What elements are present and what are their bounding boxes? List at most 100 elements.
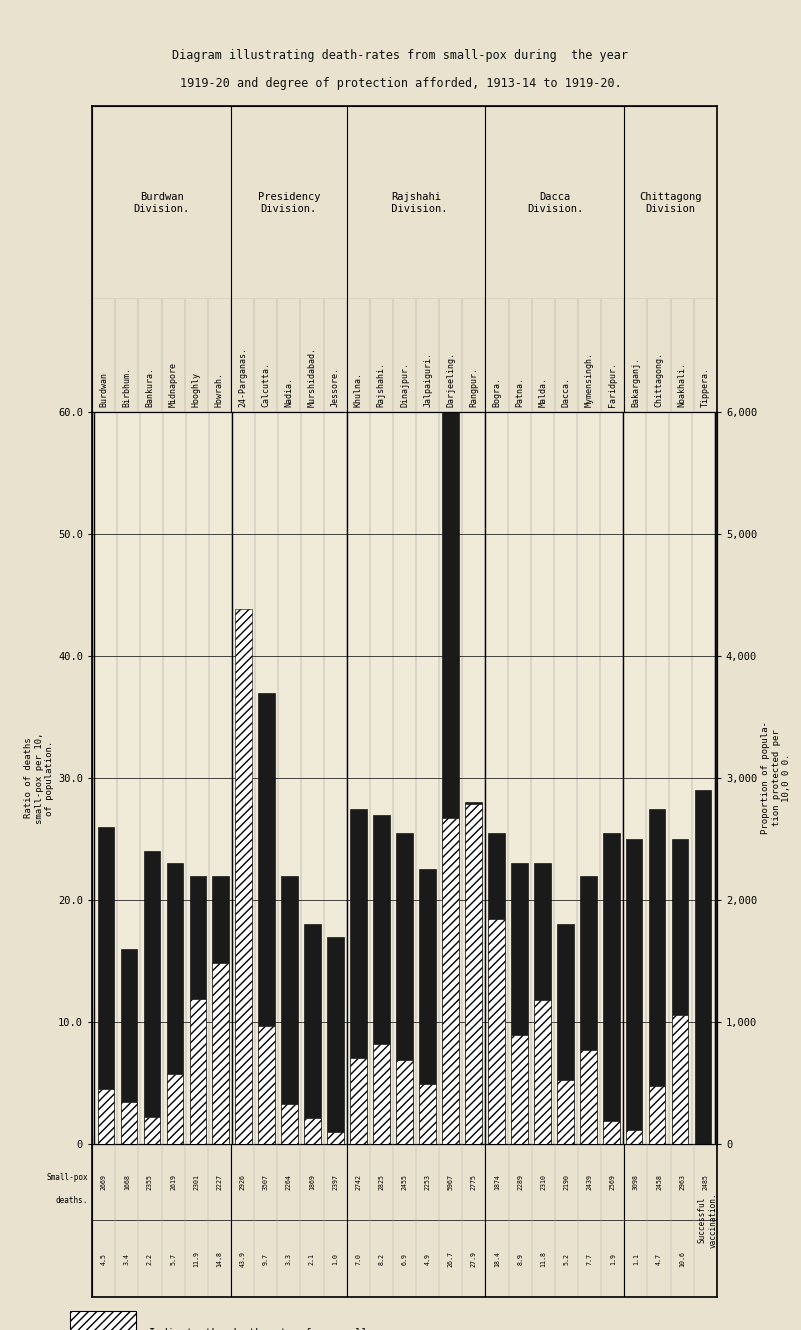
Text: Dacca.: Dacca.	[562, 376, 571, 407]
Text: Dinajpur.: Dinajpur.	[400, 362, 409, 407]
Text: Jalpaiguri.: Jalpaiguri.	[423, 351, 433, 407]
Bar	[304, 924, 321, 1144]
Bar	[626, 1130, 642, 1144]
Text: Hooghly: Hooghly	[191, 371, 201, 407]
Bar	[442, 412, 459, 1144]
Text: 7.7: 7.7	[586, 1253, 593, 1265]
Text: 5.7: 5.7	[170, 1253, 176, 1265]
Bar	[511, 1035, 528, 1144]
Text: Bakarganj.: Bakarganj.	[631, 356, 641, 407]
Bar	[488, 833, 505, 1144]
Text: Patna.: Patna.	[516, 376, 525, 407]
Text: 2264: 2264	[286, 1174, 292, 1190]
Text: 1.0: 1.0	[332, 1253, 338, 1265]
Text: Chittagong
Division: Chittagong Division	[639, 192, 702, 214]
Bar	[396, 833, 413, 1144]
Text: Darjeeling.: Darjeeling.	[446, 351, 455, 407]
Text: Rajshahi.: Rajshahi.	[376, 362, 386, 407]
Text: Midnapore: Midnapore	[168, 362, 178, 407]
Bar	[235, 609, 252, 1144]
Text: Khulna.: Khulna.	[354, 371, 363, 407]
Text: 2458: 2458	[656, 1174, 662, 1190]
Bar	[190, 875, 206, 1144]
Text: 5.2: 5.2	[563, 1253, 570, 1265]
Text: Rangpur.: Rangpur.	[469, 367, 478, 407]
Bar	[350, 1059, 367, 1144]
Bar	[465, 803, 481, 1144]
Text: 3.3: 3.3	[286, 1253, 292, 1265]
Bar	[580, 875, 597, 1144]
Bar	[649, 809, 666, 1144]
Text: 2619: 2619	[170, 1174, 176, 1190]
Text: 2310: 2310	[541, 1174, 546, 1190]
Bar	[672, 1015, 688, 1144]
Text: Murshidabad.: Murshidabad.	[308, 347, 316, 407]
Bar	[304, 1119, 321, 1144]
Bar	[167, 863, 183, 1144]
Text: Calcutta.: Calcutta.	[261, 362, 270, 407]
Text: 2190: 2190	[563, 1174, 570, 1190]
Bar	[98, 827, 115, 1144]
Bar	[328, 1132, 344, 1144]
Bar	[98, 1089, 115, 1144]
Text: Jessore.: Jessore.	[331, 367, 340, 407]
Bar	[281, 875, 298, 1144]
Bar	[373, 1044, 390, 1144]
Text: deaths.: deaths.	[56, 1196, 88, 1205]
Text: Faridpur.: Faridpur.	[608, 362, 618, 407]
Text: 2.2: 2.2	[147, 1253, 153, 1265]
Text: 1919-20 and degree of protection afforded, 1913-14 to 1919-20.: 1919-20 and degree of protection afforde…	[179, 77, 622, 90]
Text: Rajshahi
 Division.: Rajshahi Division.	[384, 192, 447, 214]
Bar	[580, 1049, 597, 1144]
Text: 4.7: 4.7	[656, 1253, 662, 1265]
Bar	[603, 1121, 619, 1144]
Text: 1.1: 1.1	[633, 1253, 639, 1265]
Text: Howrah.: Howrah.	[215, 371, 224, 407]
Bar	[419, 1084, 436, 1144]
Text: 2485: 2485	[702, 1174, 708, 1190]
Text: Burdwan: Burdwan	[99, 371, 108, 407]
Text: Tippera.: Tippera.	[701, 367, 710, 407]
Text: Successful
vaccination.: Successful vaccination.	[698, 1193, 718, 1248]
Text: Presidency
Division.: Presidency Division.	[258, 192, 320, 214]
Bar	[212, 963, 229, 1144]
Text: 2397: 2397	[332, 1174, 338, 1190]
Text: 2825: 2825	[378, 1174, 384, 1190]
Bar	[350, 809, 367, 1144]
Text: Birbhum.: Birbhum.	[123, 367, 131, 407]
Text: Indicate the death-rates from small-pox.: Indicate the death-rates from small-pox.	[149, 1327, 399, 1330]
Bar	[373, 814, 390, 1144]
Text: 1.9: 1.9	[610, 1253, 616, 1265]
Text: Malda.: Malda.	[539, 376, 548, 407]
Y-axis label: Ratio of deaths
small-pox per 10,
of population.: Ratio of deaths small-pox per 10, of pop…	[24, 733, 54, 823]
Bar	[396, 1060, 413, 1144]
Bar	[419, 870, 436, 1144]
Text: 11.9: 11.9	[193, 1250, 199, 1266]
Text: Diagram illustrating death-rates from small-pox during  the year: Diagram illustrating death-rates from sm…	[172, 49, 629, 63]
Text: 11.8: 11.8	[541, 1250, 546, 1266]
Bar	[328, 936, 344, 1144]
Y-axis label: Proportion of popula-
tion protected per
10,0 0 0.: Proportion of popula- tion protected per…	[761, 722, 791, 834]
Text: 7.0: 7.0	[355, 1253, 361, 1265]
Text: 3.4: 3.4	[124, 1253, 130, 1265]
Bar	[143, 1117, 160, 1144]
Text: Dacca
Division.: Dacca Division.	[527, 192, 583, 214]
Text: 14.8: 14.8	[216, 1250, 223, 1266]
Text: 26.7: 26.7	[448, 1250, 454, 1266]
Text: Burdwan
Division.: Burdwan Division.	[134, 192, 190, 214]
Text: 9.7: 9.7	[263, 1253, 268, 1265]
Bar	[281, 1104, 298, 1144]
Bar	[70, 1311, 135, 1330]
Text: Chittagong.: Chittagong.	[654, 351, 663, 407]
Text: Mymensingh.: Mymensingh.	[585, 351, 594, 407]
Bar	[488, 919, 505, 1144]
Bar	[694, 790, 711, 1144]
Text: 2455: 2455	[401, 1174, 408, 1190]
Text: 24-Parganas.: 24-Parganas.	[238, 347, 247, 407]
Text: 2926: 2926	[239, 1174, 246, 1190]
Text: 2742: 2742	[355, 1174, 361, 1190]
Text: 3098: 3098	[633, 1174, 639, 1190]
Text: 2963: 2963	[679, 1174, 685, 1190]
Bar	[190, 999, 206, 1144]
Text: 3507: 3507	[263, 1174, 268, 1190]
